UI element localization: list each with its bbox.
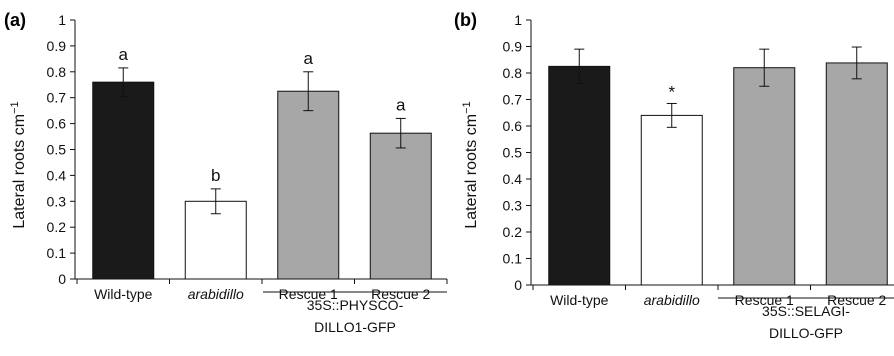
panel-b-y-tick-label: 0.7: [503, 92, 523, 108]
panel-b-y-tick-label: 1: [514, 12, 522, 28]
panel-b-y-tick-label: 0.1: [503, 251, 523, 267]
panel-a-y-tick-label: 1: [58, 12, 66, 28]
panel-a-y-tick-label: 0.3: [47, 193, 67, 209]
panel-b-y-tick-label: 0: [514, 277, 522, 293]
panel-b-y-tick-label: 0.9: [503, 39, 523, 55]
panel-b-y-tick-label: 0.5: [503, 145, 523, 161]
panel-a-y-tick-label: 0: [58, 271, 66, 287]
panel-b-y-tick-label: 0.6: [503, 118, 523, 134]
panel-a-category-label: arabidillo: [188, 286, 244, 302]
panel-a-y-tick-label: 0.7: [47, 90, 67, 106]
panel-b-category-label: Wild-type: [550, 292, 609, 308]
panel-b-category-label: Rescue 1: [735, 292, 794, 308]
panel-b-group-label: DILLO-GFP: [769, 325, 843, 341]
panel-b-y-tick-label: 0.8: [503, 65, 523, 81]
panel-a-category-label: Wild-type: [94, 286, 153, 302]
panel-a-category-label: Rescue 2: [371, 286, 430, 302]
panel-b-y-axis-label: Lateral roots cm−1: [461, 101, 480, 228]
panel-b-significance-label: *: [668, 82, 675, 101]
panel-a-significance-label: a: [396, 95, 406, 114]
panel-a-y-tick-label: 0.8: [47, 64, 67, 80]
panel-a-letter: (a): [4, 10, 26, 30]
panel-a-y-tick-label: 0.4: [47, 167, 67, 183]
panel-a-bar-rescue-2: [369, 132, 432, 280]
panel-a-y-tick-label: 0.1: [47, 245, 67, 261]
panel-b-bar-wild-type: [548, 65, 611, 286]
panel-a-significance-label: a: [304, 49, 314, 68]
panel-a-group-label: 35S::PHYSCO-: [307, 297, 404, 313]
panel-b-y-tick-label: 0.2: [503, 224, 523, 240]
panel-b-category-label: arabidillo: [644, 292, 700, 308]
panel-b-y-tick-label: 0.4: [503, 171, 523, 187]
panel-a-bar-rescue-1: [277, 90, 340, 280]
panel-a-y-tick-label: 0.9: [47, 38, 67, 54]
panel-a-bar-wild-type: [92, 81, 155, 280]
panel-a-significance-label: a: [119, 45, 129, 64]
panel-a-group-label: DILLO1-GFP: [314, 319, 396, 335]
panel-b-category-label: Rescue 2: [827, 292, 886, 308]
panel-a-chart: (a) Lateral roots cm−1 0 0.1 0.2 0.3 0.4 0.5 0…: [4, 10, 448, 335]
panel-b-letter: (b): [454, 10, 477, 30]
panel-b-y-tick-label: 0.3: [503, 198, 523, 214]
panel-a-y-tick-label: 0.5: [47, 142, 67, 158]
panel-b-bar-arabidillo: [640, 114, 703, 286]
panel-b-chart: (b) Lateral roots cm−1 0 0.1 0.2 0.3 0.4 0.5 0…: [454, 10, 894, 341]
panel-a-y-tick-label: 0.6: [47, 116, 67, 132]
panel-b-bar-rescue-2: [825, 62, 888, 286]
panel-a-significance-label: b: [211, 166, 220, 185]
panel-a-category-label: Rescue 1: [279, 286, 338, 302]
panel-a-y-axis-label: Lateral roots cm−1: [9, 101, 28, 228]
panel-a-bar-arabidillo: [184, 200, 247, 280]
panel-a-y-tick-label: 0.2: [47, 219, 67, 235]
panel-b-group-label: 35S::SELAGI-: [762, 303, 850, 319]
panel-b-bar-rescue-1: [733, 67, 796, 286]
